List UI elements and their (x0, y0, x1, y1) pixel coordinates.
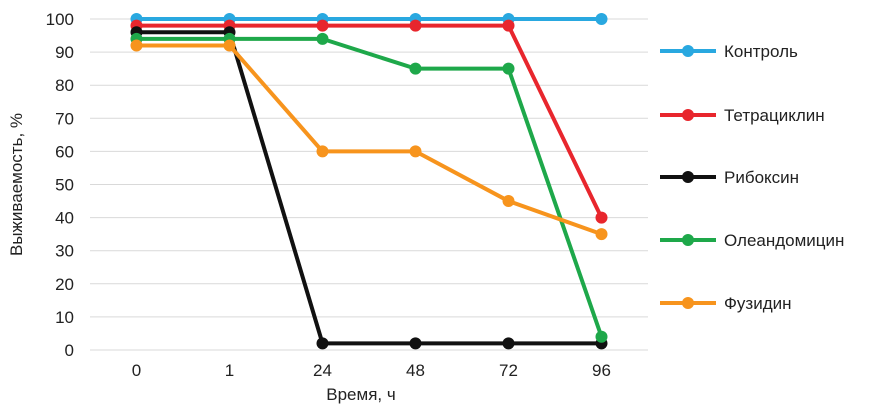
y-tick-label: 70 (55, 109, 74, 128)
data-point (409, 62, 422, 75)
legend-marker (682, 109, 694, 121)
data-point (595, 211, 608, 224)
legend-item: Олеандомицин (660, 231, 844, 250)
legend-label: Олеандомицин (724, 231, 844, 250)
legend-item: Рибоксин (660, 168, 799, 187)
series-3 (130, 26, 608, 350)
series-line (136, 43, 603, 237)
x-tick-label: 96 (592, 361, 611, 380)
y-tick-label: 60 (55, 142, 74, 161)
x-axis-ticks: 0 1 24 48 72 96 (132, 361, 611, 380)
x-tick-label: 24 (313, 361, 332, 380)
data-point (595, 228, 608, 241)
data-point (316, 19, 329, 32)
data-point (502, 19, 515, 32)
y-tick-label: 90 (55, 43, 74, 62)
y-tick-label: 30 (55, 242, 74, 261)
data-point (316, 145, 329, 158)
x-tick-label: 1 (225, 361, 234, 380)
legend-item: Фузидин (660, 294, 792, 313)
data-point (316, 32, 329, 45)
legend-label: Рибоксин (724, 168, 799, 187)
x-tick-label: 0 (132, 361, 141, 380)
gridlines (90, 18, 648, 351)
data-point (223, 39, 236, 52)
data-point (409, 19, 422, 32)
y-tick-label: 100 (46, 10, 74, 29)
legend-label: Тетрациклин (724, 106, 825, 125)
y-tick-label: 50 (55, 176, 74, 195)
y-axis-ticks: 0 10 20 30 40 50 60 70 80 90 100 (46, 10, 74, 360)
data-point (595, 330, 608, 343)
y-tick-label: 20 (55, 275, 74, 294)
legend-label: Контроль (724, 42, 798, 61)
data-point (130, 39, 143, 52)
x-tick-label: 72 (499, 361, 518, 380)
data-point (502, 195, 515, 208)
series-line (136, 36, 604, 338)
data-point (595, 13, 608, 25)
series-line (136, 23, 604, 219)
legend-item: Тетрациклин (660, 106, 825, 125)
legend-label: Фузидин (724, 294, 792, 313)
data-point (502, 62, 515, 75)
legend-item: Контроль (660, 42, 798, 61)
series-5 (130, 39, 608, 241)
y-axis-title: Выживаемость, % (7, 113, 26, 256)
series-2 (130, 19, 608, 224)
x-axis-title: Время, ч (326, 385, 395, 404)
y-tick-label: 80 (55, 76, 74, 95)
data-point (502, 337, 515, 350)
legend-marker (682, 171, 694, 183)
y-tick-label: 40 (55, 209, 74, 228)
series-1 (130, 13, 608, 25)
x-tick-label: 48 (406, 361, 425, 380)
data-point (316, 337, 329, 350)
series-line (136, 30, 602, 346)
legend-marker (682, 45, 694, 57)
legend-marker (682, 297, 694, 309)
data-point (409, 145, 422, 158)
legend: Контроль Тетрациклин Рибоксин Олеандомицин Ф… (660, 42, 844, 313)
series-layer (130, 13, 608, 350)
legend-marker (682, 234, 694, 246)
data-point (409, 337, 422, 350)
y-tick-label: 0 (65, 341, 74, 360)
y-tick-label: 10 (55, 308, 74, 327)
